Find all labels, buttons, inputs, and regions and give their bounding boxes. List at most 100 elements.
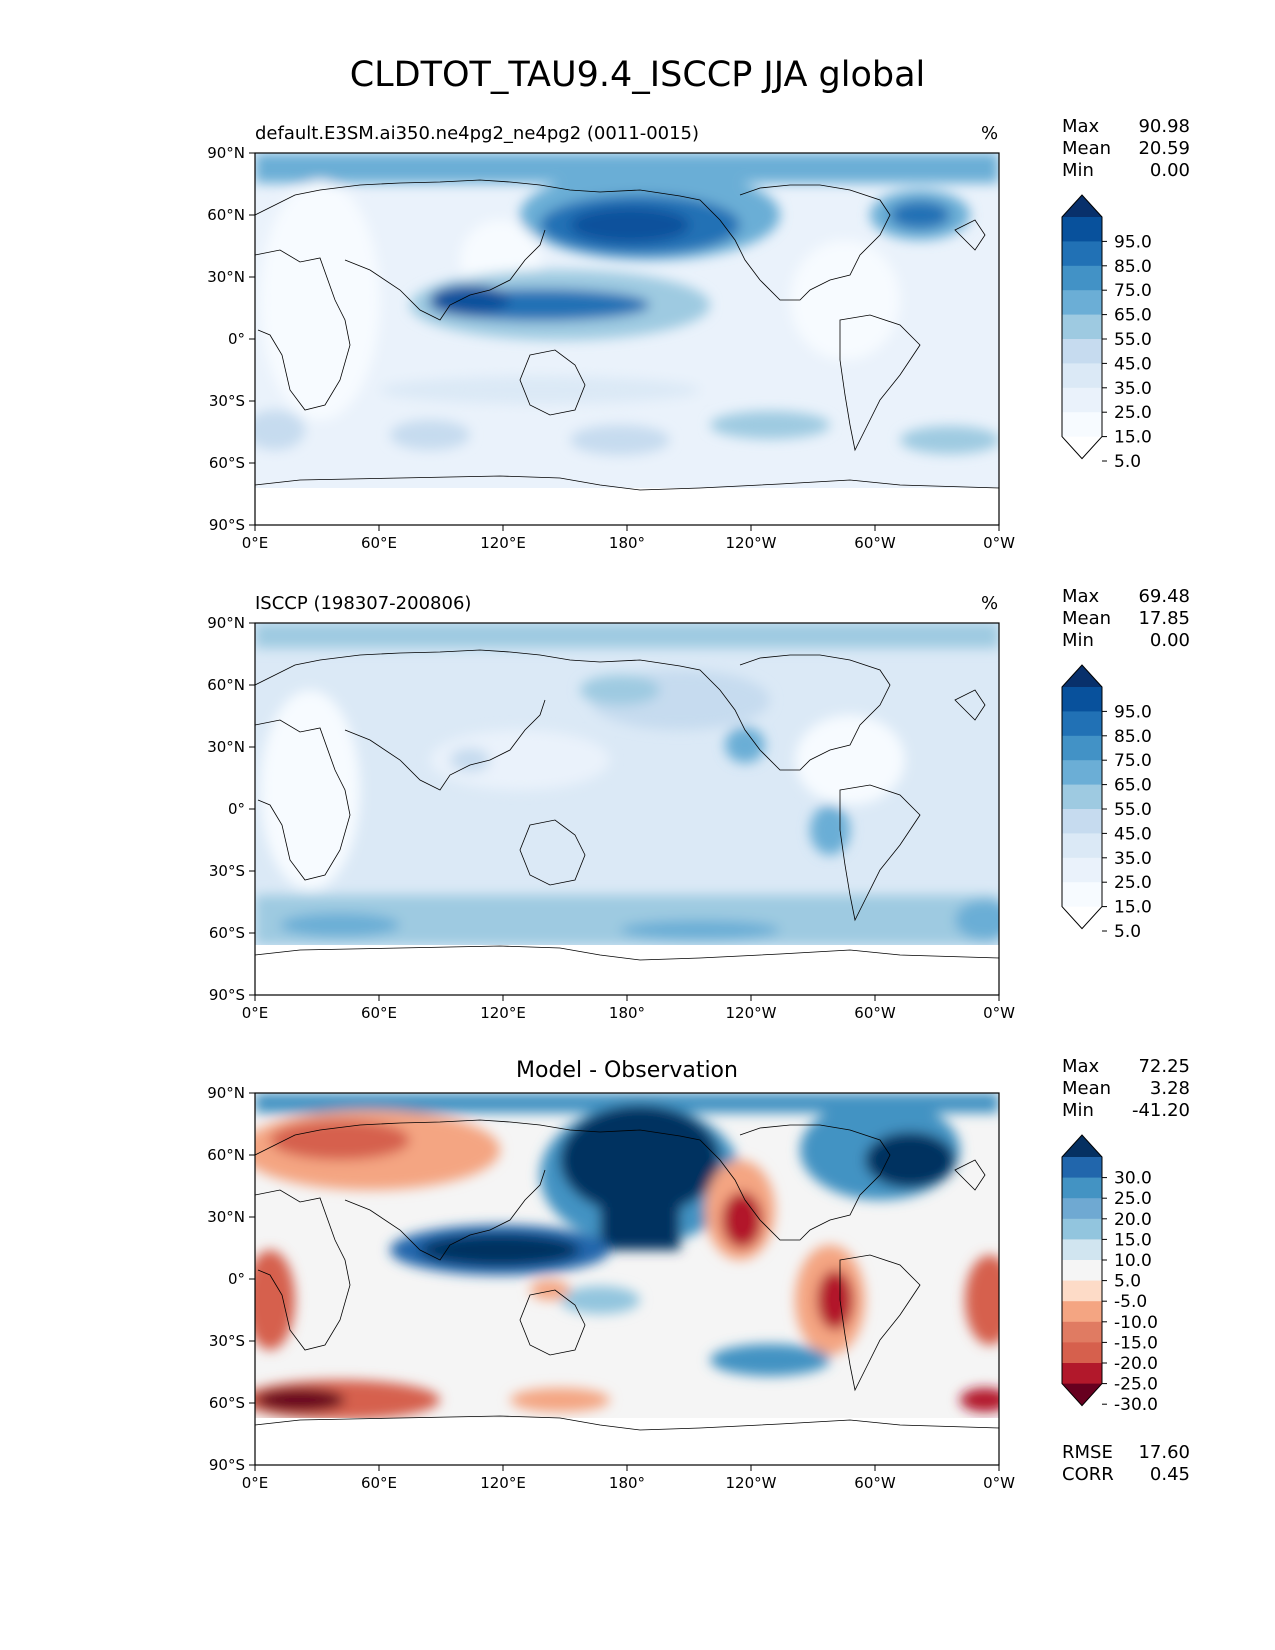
panel-3-stat-min: Min -41.20 — [1062, 1100, 1190, 1121]
colorbar-bin — [1062, 387, 1102, 413]
panel-3-axis-ticks: 90°N 60°N 30°N 0° 30°S 60°S 90°S0°E 60°E 120°E 18… — [207, 1084, 1015, 1492]
lat-tick-label: 60°N — [207, 676, 245, 694]
colorbar-tick-label: 5.0 — [1114, 452, 1141, 472]
panel-1-units: % — [981, 123, 999, 144]
panel-1-stat-max: Max 90.98 — [1062, 116, 1190, 137]
lat-tick-label: 90°N — [207, 614, 245, 632]
lon-tick-label: 60°E — [361, 534, 397, 552]
colorbar-bin — [1062, 1177, 1102, 1199]
colorbar-bin — [1062, 1157, 1102, 1179]
lat-tick-label: 30°N — [207, 738, 245, 756]
colorbar-bin — [1062, 1363, 1102, 1385]
lat-tick-label: 30°S — [209, 392, 245, 410]
panel-3-corr: CORR 0.45 — [1062, 1464, 1190, 1485]
colorbar-bin — [1062, 217, 1102, 242]
colorbar-tick-label: 95.0 — [1114, 232, 1152, 252]
figure-title: CLDTOT_TAU9.4_ISCCP JJA global — [349, 55, 926, 95]
colorbar-extend-min — [1062, 1383, 1102, 1406]
colorbar-bin — [1062, 711, 1102, 737]
panel-2-stat-min: Min 0.00 — [1062, 630, 1190, 651]
lat-tick-label: 30°N — [207, 1208, 245, 1226]
colorbar-bin — [1062, 784, 1102, 810]
panel-1-axis-ticks: 90°N 60°N 30°N 0° 30°S 60°S 90°S0°E 60°E 120°E 18… — [207, 144, 1015, 552]
colorbar-bin — [1062, 1342, 1102, 1364]
colorbar-bin — [1062, 1321, 1102, 1343]
panel-3-stat-mean: Mean 3.28 — [1062, 1078, 1190, 1099]
lon-tick-label: 0°W — [983, 1004, 1015, 1022]
lat-tick-label: 90°N — [207, 1084, 245, 1102]
panel-1-colorbar: 95.0 85.0 75.0 65.0 55.0 45.0 35.0 25.0 15.0 5.0 — [1061, 194, 1152, 472]
colorbar-tick-label: 75.0 — [1114, 751, 1152, 771]
colorbar-tick-label: 65.0 — [1114, 306, 1152, 326]
colorbar-extend-max — [1062, 665, 1102, 687]
panel-1-stat-min: Min 0.00 — [1062, 160, 1190, 181]
lat-tick-label: 60°S — [209, 454, 245, 472]
lat-tick-label: 90°N — [207, 144, 245, 162]
coastlines — [255, 179, 999, 491]
panel-2-map: 90°N 60°N 30°N 0° 30°S 60°S 90°S0°E 60°E 120°E 18… — [207, 614, 1015, 1022]
coastlines — [255, 1119, 999, 1431]
colorbar-extend-max — [1062, 195, 1102, 217]
colorbar-tick-label: 35.0 — [1114, 849, 1152, 869]
colorbar-extend-max — [1062, 1135, 1102, 1157]
lat-tick-label: 60°S — [209, 924, 245, 942]
panel-2-title: ISCCP (198307-200806) — [255, 593, 472, 614]
colorbar-tick-label: 25.0 — [1114, 403, 1152, 423]
colorbar-bin — [1062, 735, 1102, 761]
colorbar-tick-label: 25.0 — [1114, 1189, 1152, 1209]
lat-tick-label: 90°S — [209, 986, 245, 1004]
panel-3-colorbar: 30.025.020.015.010.05.0-5.0-10.0-15.0-20… — [1061, 1134, 1158, 1415]
lon-tick-label: 180° — [609, 1474, 645, 1492]
colorbar-bin — [1062, 241, 1102, 267]
colorbar-bin — [1062, 339, 1102, 364]
lat-tick-label: 0° — [228, 330, 245, 348]
lon-tick-label: 120°E — [480, 1474, 526, 1492]
colorbar-bin — [1062, 363, 1102, 389]
colorbar-tick-label: -15.0 — [1114, 1333, 1158, 1353]
lon-tick-label: 120°W — [726, 534, 777, 552]
lon-tick-label: 180° — [609, 534, 645, 552]
colorbar-bin — [1062, 265, 1102, 291]
colorbar-tick-label: -20.0 — [1114, 1354, 1158, 1374]
panel-3-rmse: RMSE 17.60 — [1062, 1442, 1190, 1463]
colorbar-tick-label: 85.0 — [1114, 257, 1152, 277]
colorbar-tick-label: 35.0 — [1114, 379, 1152, 399]
colorbar-bin — [1062, 1280, 1102, 1302]
panel-3-map: 90°N 60°N 30°N 0° 30°S 60°S 90°S0°E 60°E 120°E 18… — [207, 1084, 1015, 1492]
lon-tick-label: 120°E — [480, 534, 526, 552]
panel-3-title: Model - Observation — [516, 1058, 738, 1083]
panel-2-units: % — [981, 593, 999, 614]
colorbar-tick-label: 30.0 — [1114, 1169, 1152, 1189]
colorbar-tick-label: -25.0 — [1114, 1375, 1158, 1395]
lat-tick-label: 0° — [228, 1270, 245, 1288]
colorbar-tick-label: 45.0 — [1114, 824, 1152, 844]
panel-3-stat-max: Max 72.25 — [1062, 1056, 1190, 1077]
colorbar-tick-label: -10.0 — [1114, 1313, 1158, 1333]
colorbar-bin — [1062, 412, 1102, 438]
lat-tick-label: 60°N — [207, 1146, 245, 1164]
lat-tick-label: 0° — [228, 800, 245, 818]
colorbar-tick-label: 75.0 — [1114, 281, 1152, 301]
colorbar-tick-label: 45.0 — [1114, 354, 1152, 374]
lon-tick-label: 0°W — [983, 1474, 1015, 1492]
lon-tick-label: 120°W — [726, 1004, 777, 1022]
colorbar-bin — [1062, 1198, 1102, 1220]
lat-tick-label: 90°S — [209, 1456, 245, 1474]
lon-tick-label: 60°W — [854, 1474, 896, 1492]
lon-tick-label: 0°E — [242, 534, 269, 552]
colorbar-bin — [1062, 1218, 1102, 1240]
colorbar-bin — [1062, 1260, 1102, 1282]
colorbar-tick-label: 20.0 — [1114, 1210, 1152, 1230]
panel-2-colorbar: 95.0 85.0 75.0 65.0 55.0 45.0 35.0 25.0 15.0 5.0 — [1061, 664, 1152, 942]
colorbar-bin — [1062, 857, 1102, 883]
panel-2-axis-ticks: 90°N 60°N 30°N 0° 30°S 60°S 90°S0°E 60°E 120°E 18… — [207, 614, 1015, 1022]
coastlines — [255, 649, 999, 961]
lon-tick-label: 60°E — [361, 1004, 397, 1022]
colorbar-tick-label: 55.0 — [1114, 330, 1152, 350]
colorbar-bin — [1062, 809, 1102, 834]
lon-tick-label: 60°W — [854, 534, 896, 552]
colorbar-extend-min — [1062, 436, 1102, 459]
colorbar-bin — [1062, 882, 1102, 908]
lat-tick-label: 90°S — [209, 516, 245, 534]
colorbar-tick-label: 25.0 — [1114, 873, 1152, 893]
